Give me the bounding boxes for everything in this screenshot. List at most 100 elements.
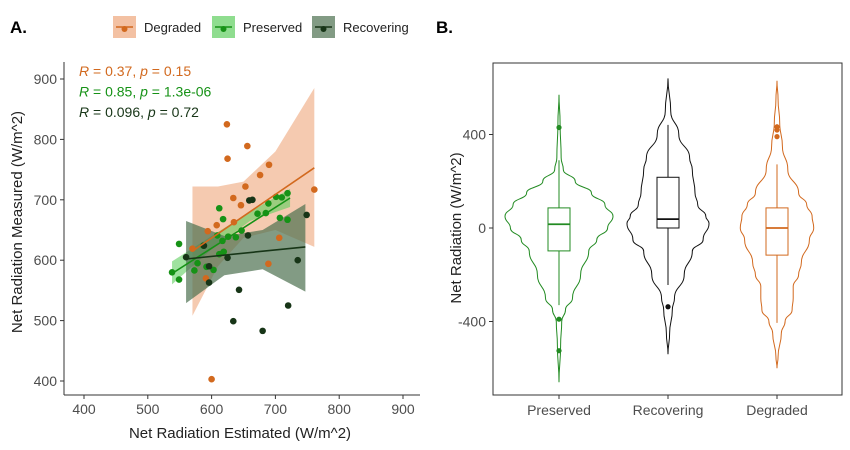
data-point-preserved	[215, 204, 223, 212]
data-point-degraded	[275, 234, 283, 242]
data-point-degraded	[213, 221, 221, 229]
data-point-degraded	[204, 227, 212, 235]
y-tick-label: 900	[34, 71, 58, 87]
p-symbol: p	[147, 104, 156, 120]
data-point-preserved	[219, 215, 227, 223]
data-point-recovering	[249, 196, 256, 204]
data-point-degraded	[265, 260, 272, 268]
p-symbol: p	[139, 84, 148, 100]
data-point-degraded	[242, 183, 249, 190]
data-point-recovering	[205, 279, 213, 286]
data-point-degraded	[224, 155, 231, 163]
x-tick-label: 800	[328, 401, 352, 417]
data-point-recovering	[244, 232, 252, 239]
data-point-preserved	[194, 259, 201, 267]
y-tick-label: 400	[34, 373, 58, 389]
legend-point-icon	[220, 26, 227, 32]
data-point-degraded	[208, 375, 215, 383]
x-tick-label: Preserved	[527, 402, 591, 418]
data-point-preserved	[191, 267, 198, 274]
data-point-recovering	[229, 317, 237, 325]
x-tick-label: Recovering	[633, 402, 704, 418]
p-value: = 1.3e-06	[148, 84, 212, 100]
regression-line-degraded	[192, 167, 315, 252]
x-tick-label: Degraded	[746, 402, 808, 418]
x-tick-label: 700	[264, 401, 288, 417]
p-value: = 0.15	[148, 63, 191, 79]
violin-preserved	[504, 94, 614, 383]
r-symbol: R	[79, 84, 89, 100]
legend-item-recovering: Recovering	[312, 16, 409, 38]
data-point-preserved	[168, 268, 176, 276]
data-point-recovering	[205, 262, 213, 270]
data-point-preserved	[278, 194, 286, 201]
data-point-preserved	[265, 200, 272, 207]
legend-label: Preserved	[243, 20, 302, 35]
legend-label: Degraded	[144, 20, 201, 35]
data-point-preserved	[254, 210, 261, 217]
y-tick-label: 800	[34, 131, 58, 147]
legend-label: Recovering	[343, 20, 409, 35]
y-tick-label: 700	[34, 192, 58, 208]
r-value: = 0.096,	[89, 104, 148, 120]
r-symbol: R	[79, 104, 89, 120]
data-point-degraded	[265, 161, 273, 169]
correlation-annotation: R = 0.37, p = 0.15	[79, 63, 191, 79]
data-point-degraded	[229, 194, 237, 202]
data-point-recovering	[294, 256, 302, 264]
r-value: = 0.37,	[89, 63, 140, 79]
r-symbol: R	[79, 63, 89, 79]
legend: Degraded Preserved Recovering	[113, 16, 409, 38]
data-point-preserved	[284, 216, 291, 224]
p-symbol: p	[139, 63, 148, 79]
y-axis-title: Net Radiation Measured (W/m^2)	[9, 111, 26, 333]
violin-degraded	[739, 80, 815, 369]
data-point-recovering	[259, 327, 266, 335]
outlier-point-degraded	[774, 134, 780, 140]
panel-a: A. Degraded Preserved Recovering 400 500 600…	[9, 16, 420, 442]
data-point-preserved	[175, 276, 183, 283]
legend-item-degraded: Degraded	[113, 16, 201, 38]
y-axis-title: Net Radiation (W/m^2)	[448, 152, 465, 303]
box-preserved	[547, 207, 571, 252]
data-point-preserved	[284, 189, 291, 197]
outlier-point-recovering	[665, 304, 671, 310]
legend-item-preserved: Preserved	[212, 16, 302, 38]
data-point-recovering	[224, 254, 231, 262]
data-point-degraded	[237, 201, 245, 209]
data-point-preserved	[276, 214, 284, 222]
data-point-preserved	[238, 227, 245, 234]
data-point-recovering	[303, 211, 310, 219]
box-degraded	[765, 207, 789, 256]
y-tick-label: -400	[458, 314, 486, 330]
x-tick-label: 400	[72, 401, 96, 417]
outlier-point-preserved	[556, 348, 562, 354]
data-point-preserved	[175, 240, 183, 248]
data-point-preserved	[210, 266, 217, 274]
data-point-degraded	[256, 171, 264, 179]
violin-plot-area: 400 0 -400 Preserved Recovering Degraded	[458, 62, 843, 418]
outlier-point-preserved	[556, 316, 562, 322]
data-point-recovering	[235, 286, 243, 294]
r-value: = 0.85,	[89, 84, 140, 100]
p-value: = 0.72	[156, 104, 199, 120]
panel-b: B. 400 0 -400 Preserved Recovering Degraded N…	[436, 18, 843, 418]
regression-line-recovering	[185, 246, 306, 260]
y-tick-label: 500	[34, 313, 58, 329]
x-tick-label: 600	[200, 401, 224, 417]
data-point-preserved	[220, 248, 228, 256]
correlation-annotation: R = 0.85, p = 1.3e-06	[79, 84, 212, 100]
data-point-degraded	[244, 142, 251, 150]
y-tick-label: 400	[463, 127, 487, 143]
data-point-recovering	[284, 302, 292, 309]
data-point-degraded	[223, 121, 231, 128]
legend-point-icon	[121, 26, 128, 32]
outlier-point-preserved	[556, 124, 562, 131]
data-point-preserved	[232, 233, 240, 241]
panel-a-label: A.	[10, 18, 27, 37]
legend-point-icon	[320, 26, 327, 32]
x-tick-label: 500	[136, 401, 160, 417]
scatter-plot-area: 400 500 600 700 800 900 400 500 600 700 800 900 R = …	[34, 62, 420, 417]
x-tick-label: 900	[391, 401, 415, 417]
